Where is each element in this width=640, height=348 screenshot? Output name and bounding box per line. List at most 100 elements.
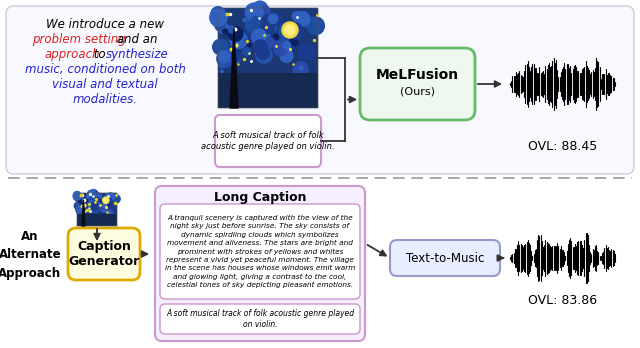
Circle shape [283, 41, 291, 49]
Text: and an: and an [113, 33, 157, 46]
Circle shape [90, 195, 95, 200]
Circle shape [231, 55, 240, 64]
Circle shape [77, 210, 81, 214]
Circle shape [285, 25, 295, 35]
Circle shape [92, 205, 99, 212]
FancyBboxPatch shape [160, 204, 360, 299]
Circle shape [93, 205, 95, 207]
Circle shape [231, 51, 241, 61]
Circle shape [228, 26, 235, 33]
Circle shape [97, 194, 102, 199]
Text: OVL: 88.45: OVL: 88.45 [528, 140, 597, 153]
Circle shape [280, 49, 293, 62]
Circle shape [221, 70, 223, 72]
Circle shape [77, 206, 83, 212]
Circle shape [217, 50, 234, 68]
Circle shape [253, 40, 268, 53]
Circle shape [246, 19, 260, 33]
Circle shape [218, 23, 228, 33]
Circle shape [259, 46, 262, 48]
Circle shape [269, 24, 276, 32]
FancyBboxPatch shape [68, 228, 140, 280]
Circle shape [262, 26, 265, 30]
Circle shape [259, 6, 270, 17]
Circle shape [81, 207, 86, 212]
Polygon shape [230, 28, 238, 108]
Circle shape [244, 39, 247, 42]
Polygon shape [82, 200, 85, 226]
Circle shape [97, 193, 103, 200]
Text: Long Caption: Long Caption [214, 190, 307, 204]
Circle shape [81, 198, 84, 202]
Circle shape [101, 206, 108, 212]
Circle shape [74, 202, 82, 209]
Circle shape [282, 22, 298, 38]
Circle shape [293, 62, 308, 77]
Circle shape [218, 50, 230, 62]
Circle shape [104, 197, 111, 204]
Circle shape [265, 38, 275, 48]
Circle shape [285, 33, 299, 46]
Circle shape [87, 203, 89, 205]
Circle shape [100, 196, 109, 204]
Circle shape [99, 201, 102, 204]
Circle shape [76, 196, 81, 201]
Circle shape [255, 47, 272, 63]
Circle shape [255, 41, 258, 44]
FancyBboxPatch shape [155, 186, 365, 341]
Circle shape [74, 191, 81, 198]
Circle shape [307, 17, 324, 35]
Circle shape [252, 1, 268, 17]
Circle shape [106, 209, 114, 217]
Circle shape [295, 11, 310, 26]
Circle shape [97, 197, 101, 202]
Circle shape [300, 66, 303, 70]
Circle shape [93, 191, 99, 197]
Circle shape [252, 29, 268, 45]
Circle shape [88, 204, 91, 207]
Circle shape [259, 15, 274, 30]
Circle shape [210, 9, 227, 26]
Circle shape [220, 62, 225, 68]
Text: Text-to-Music: Text-to-Music [406, 252, 484, 264]
Circle shape [104, 198, 108, 202]
Text: An
Alternate
Approach: An Alternate Approach [0, 230, 61, 279]
Circle shape [273, 34, 279, 40]
Circle shape [223, 29, 228, 34]
Circle shape [81, 198, 88, 205]
FancyBboxPatch shape [360, 48, 475, 120]
Circle shape [102, 197, 109, 204]
Text: A soft musical track of folk
acoustic genre played on violin.: A soft musical track of folk acoustic ge… [201, 130, 335, 151]
Circle shape [105, 202, 109, 206]
Circle shape [104, 200, 110, 207]
Circle shape [74, 193, 81, 200]
Circle shape [76, 197, 82, 203]
Circle shape [298, 44, 316, 61]
Circle shape [92, 192, 99, 199]
Text: OVL: 83.86: OVL: 83.86 [528, 294, 597, 307]
Text: Caption
Generator: Caption Generator [68, 240, 140, 268]
Circle shape [78, 199, 81, 202]
Circle shape [212, 39, 228, 55]
Circle shape [251, 17, 260, 26]
Text: We introduce a new: We introduce a new [46, 18, 164, 31]
FancyBboxPatch shape [160, 304, 360, 334]
Circle shape [269, 13, 282, 25]
Text: problem setting: problem setting [32, 33, 126, 46]
Circle shape [252, 26, 261, 36]
Circle shape [106, 193, 111, 198]
Circle shape [211, 7, 225, 21]
Circle shape [257, 47, 269, 60]
Circle shape [109, 204, 116, 212]
Circle shape [92, 205, 98, 211]
Circle shape [266, 25, 274, 34]
FancyBboxPatch shape [218, 8, 318, 108]
Text: visual and textual: visual and textual [52, 78, 158, 91]
Text: MeLFusion: MeLFusion [376, 68, 459, 82]
FancyBboxPatch shape [218, 73, 318, 108]
Circle shape [86, 205, 91, 209]
Text: music, conditioned on both: music, conditioned on both [24, 63, 186, 76]
Circle shape [81, 199, 89, 207]
FancyBboxPatch shape [6, 6, 634, 174]
Circle shape [99, 200, 106, 207]
